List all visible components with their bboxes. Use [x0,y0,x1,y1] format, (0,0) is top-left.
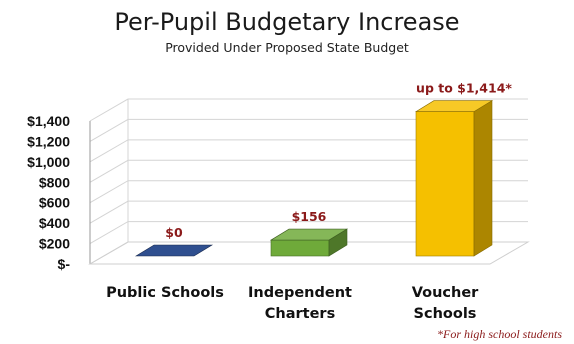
bars [134,100,494,257]
data-label: $156 [292,209,327,224]
category-label: Public Schools [106,285,224,301]
y-tick-label: $200 [39,236,70,252]
bar-top [269,228,349,241]
y-tick-label: $600 [39,195,70,211]
y-tick-label: $1,400 [27,113,70,129]
category-label: Voucher Schools [412,285,479,322]
y-tick-label: $1,200 [27,133,70,149]
footnote: *For high school students [437,327,562,341]
data-labels: $0 $156 up to $1,414* [165,81,512,240]
y-axis-ticks: $- $200 $400 $600 $800 $1,000 $1,200 $1,400 [27,113,70,272]
bar [269,228,349,257]
data-label: $0 [165,225,183,240]
chart-title: Per-Pupil Budgetary Increase [114,8,459,36]
bar [134,244,214,257]
bar-front [415,111,475,257]
category-labels: Public Schools Independent Charters Voucher… [106,285,479,322]
category-label: Independent Charters [248,285,352,322]
y-tick-label: $- [58,256,71,272]
chart-subtitle: Provided Under Proposed State Budget [165,40,409,55]
y-tick-label: $800 [39,174,70,190]
floor [88,241,530,265]
bar-side [473,100,493,257]
bar-front [270,239,330,257]
y-tick-label: $1,000 [27,154,70,170]
bar [414,100,494,257]
data-label: up to $1,414* [416,81,512,96]
axes [88,99,530,265]
y-tick-label: $400 [39,215,70,231]
bar-top [134,244,214,257]
bar-top [414,100,494,112]
